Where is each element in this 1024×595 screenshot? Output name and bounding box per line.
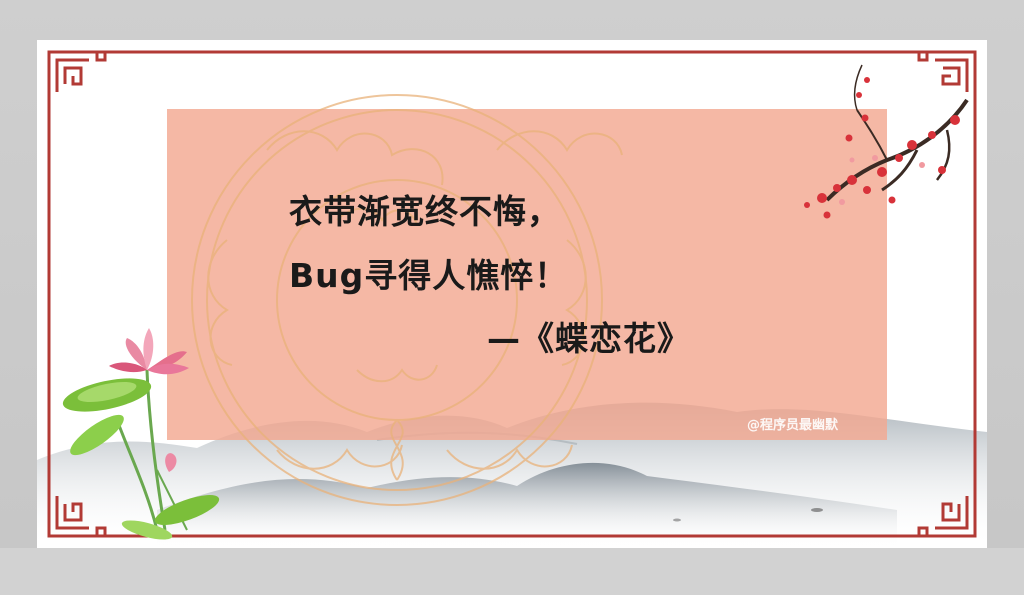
poem-line-2: Bug寻得人憔悴！ [289, 256, 569, 295]
poster-card: 衣带渐宽终不悔， Bug寻得人憔悴！ —《蝶恋花》 @程序员最幽默 [37, 40, 987, 548]
lotus-flower-icon [62, 328, 220, 540]
cloud-medallion-pattern [191, 94, 623, 506]
poem-attribution: —《蝶恋花》 [487, 319, 691, 358]
plum-blossom-branch-icon [804, 64, 969, 219]
bottom-band [0, 548, 1024, 595]
peach-text-panel [167, 109, 887, 440]
watermark: @程序员最幽默 [747, 418, 839, 433]
chinese-lattice-frame [47, 50, 977, 538]
poem-line-1: 衣带渐宽终不悔， [289, 192, 561, 231]
